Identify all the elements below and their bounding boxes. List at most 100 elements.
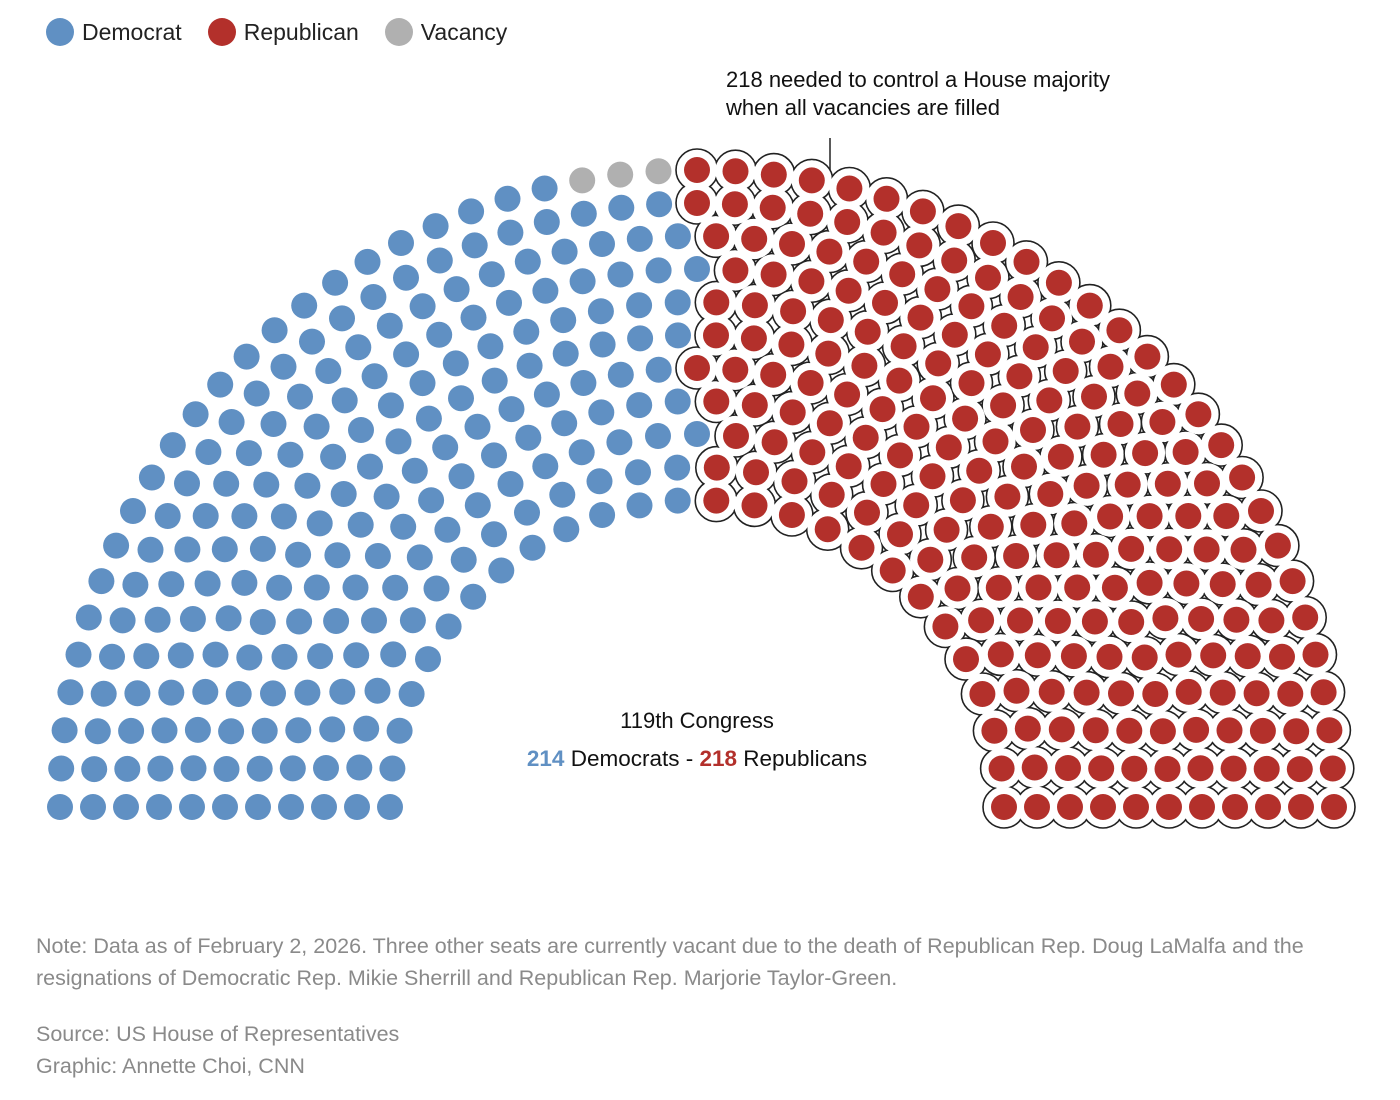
democrat-seat [118,717,145,744]
democrat-seat [531,175,558,202]
democrat-seat [137,536,164,563]
democrat-seat [211,536,238,563]
democrat-seat [589,331,616,358]
republican-seat [779,399,806,426]
republican-seat [851,352,878,379]
republican-seat [684,190,710,216]
republican-seat [797,370,824,396]
legend-label: Republican [243,18,359,45]
republican-seat [703,289,730,316]
republican-seat [1154,756,1181,782]
republican-seat [1061,510,1088,537]
democrat-seat [478,261,505,288]
republican-seat [1193,536,1220,563]
republican-seat [1020,417,1046,443]
republican-seat [1194,470,1220,497]
democrat-seat [448,385,474,412]
republican-seat [1172,439,1199,465]
republican-seat [941,247,968,274]
democrat-seat [103,532,130,559]
republican-seat [848,534,875,561]
republican-seat [1222,794,1248,820]
republican-seat [1156,794,1182,820]
seat-summary: 214 Democrats - 218 Republicans [497,746,897,772]
republican-seat [890,333,917,360]
republican-seat [958,293,985,320]
democrat-seat [213,470,240,497]
democrat-seat [589,502,616,528]
democrat-seat [409,293,436,320]
republican-seat [1283,718,1310,745]
republican-seat [836,175,863,202]
rep-count: 218 [699,746,738,771]
republican-seat [835,453,862,480]
republican-seat [799,439,826,466]
democrat-seat [443,276,470,303]
democrat-seat [319,716,346,743]
democrat-seat [291,292,318,319]
republican-seat [1044,608,1071,634]
republican-seat [1187,755,1214,782]
democrat-seat [645,356,672,383]
republican-seat [703,388,730,415]
democrat-seat [48,755,75,782]
republican-seat [958,370,985,397]
democrat-seat [306,510,333,537]
democrat-seat [122,571,149,598]
republican-seat [1132,440,1159,467]
republican-seat [1057,794,1083,820]
republican-seat [1136,503,1163,530]
democrat-seat [348,417,374,443]
republican-seat [781,468,808,495]
democrat-seat [279,755,306,782]
democrat-seat [398,681,425,707]
democrat-seat [608,194,635,221]
republican-seat [684,157,710,183]
democrat-seat [342,574,369,601]
republican-seat [722,356,749,383]
democrat-seat [322,269,349,296]
republican-seat [779,231,805,257]
democrat-seat [192,678,219,705]
republican-seat [968,607,995,634]
republican-seat [1069,328,1095,355]
republican-seat [966,457,993,484]
democrat-seat [213,756,240,782]
republican-seat [1134,343,1161,370]
republican-seat [1175,678,1202,705]
republican-seat [1245,571,1272,598]
legend-label: Democrat [82,18,182,45]
republican-seat [1024,642,1051,669]
republican-seat [814,516,841,543]
republican-seat [1038,678,1065,705]
republican-seat [1209,571,1236,598]
republican-seat [1014,715,1041,742]
republican-seat [1175,503,1202,529]
democrat-seat [415,405,442,432]
republican-seat [703,322,729,349]
democrat-seat [236,644,263,671]
republican-seat [953,646,979,673]
republican-seat [909,198,936,225]
democrat-seat [377,392,404,419]
democrat-seat [423,575,450,602]
republican-seat [818,481,845,508]
republican-seat [879,557,906,584]
democrat-seat [174,536,201,563]
republican-seat [870,219,897,246]
democrat-seat [432,434,459,461]
republican-seat [1118,535,1145,562]
republican-seat [1020,511,1047,538]
republican-seat [721,191,748,218]
democrat-seat [450,546,477,573]
democrat-seat [158,679,185,706]
republican-seat [1253,755,1280,782]
democrat-seat [513,318,540,345]
democrat-seat [645,423,671,449]
republican-seat [1114,471,1141,498]
republican-seat [1220,755,1247,782]
democrat-seat [57,679,84,706]
democrat-seat [364,677,391,704]
democrat-seat [497,471,524,497]
democrat-seat [231,503,258,530]
